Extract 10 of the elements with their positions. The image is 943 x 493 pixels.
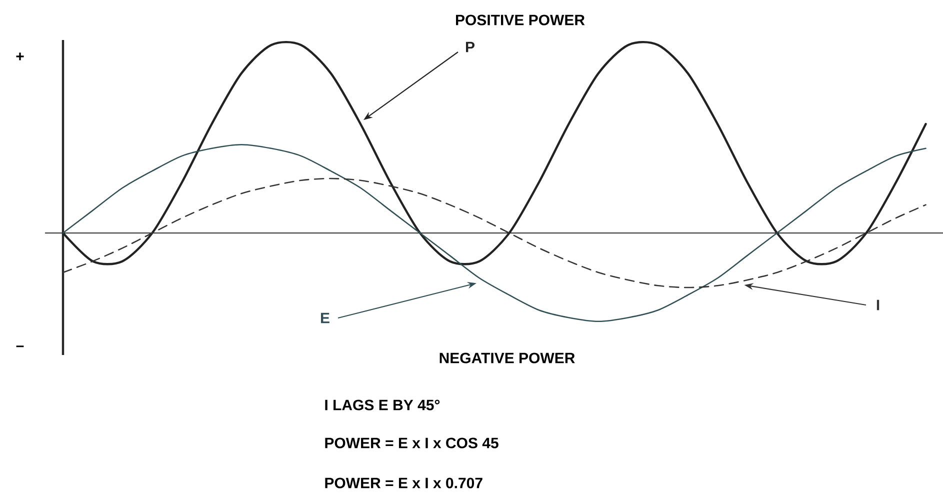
- text: I LAGS E BY 45°: [325, 400, 440, 410]
- text: E: [321, 312, 330, 324]
- text: POWER = E x I x COS 45: [325, 438, 498, 448]
- text: –: [16, 346, 24, 348]
- text: NEGATIVE POWER: [440, 352, 575, 364]
- chart-title: POSITIVE POWER: [456, 14, 585, 26]
- text: P: [466, 42, 474, 52]
- text: POWER = E x I x 0.707: [325, 478, 482, 488]
- text: I: [876, 300, 880, 310]
- text: +: [16, 52, 24, 60]
